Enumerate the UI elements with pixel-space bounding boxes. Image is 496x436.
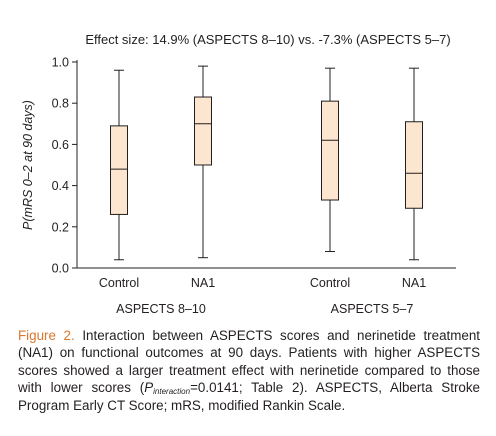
group-label: ASPECTS 5–7 [331,302,414,316]
box-plot-chart: Effect size: 14.9% (ASPECTS 8–10) vs. -7… [21,32,456,316]
p-letter: P [144,380,154,396]
caption-text-2: =0.0141; Table 2). ASPECTS, Alberta Stro… [18,380,481,413]
box-1 [110,69,128,261]
iqr-box [110,125,128,215]
y-tick-label: 0.6 [52,138,69,152]
iqr-box [405,121,423,209]
figure-label: Figure 2. [18,328,75,343]
y-tick-label: 0.4 [52,179,69,193]
category-labels: Control NA1 Control NA1 ASPECTS 8–10 ASPECTS … [99,276,426,316]
boxes [110,65,423,261]
y-tick-label: 1.0 [52,56,69,70]
group-label: ASPECTS 8–10 [116,302,206,316]
y-axis-label: P(mRS 0–2 at 90 days) [21,100,35,230]
category-label: Control [310,276,350,290]
y-tick-label: 0.8 [52,97,69,111]
category-label: NA1 [191,276,215,290]
iqr-box [194,96,212,166]
category-label: Control [99,276,139,290]
category-label: NA1 [402,276,426,290]
y-tick-label: 0.2 [52,220,69,234]
iqr-box [321,100,339,201]
box-3 [321,67,339,253]
caption-text-1: Interaction between ASPECTS scores and n… [18,328,481,396]
figure-caption: Figure 2. Interaction between ASPECTS sc… [18,327,480,414]
axes: 0.0 0.2 0.4 0.6 0.8 1.0 [52,56,456,276]
box-4 [405,67,423,261]
p-subscript: interaction [153,387,191,397]
box-2 [194,65,212,259]
chart-title: Effect size: 14.9% (ASPECTS 8–10) vs. -7… [85,32,450,47]
y-tick-label: 0.0 [52,262,69,276]
